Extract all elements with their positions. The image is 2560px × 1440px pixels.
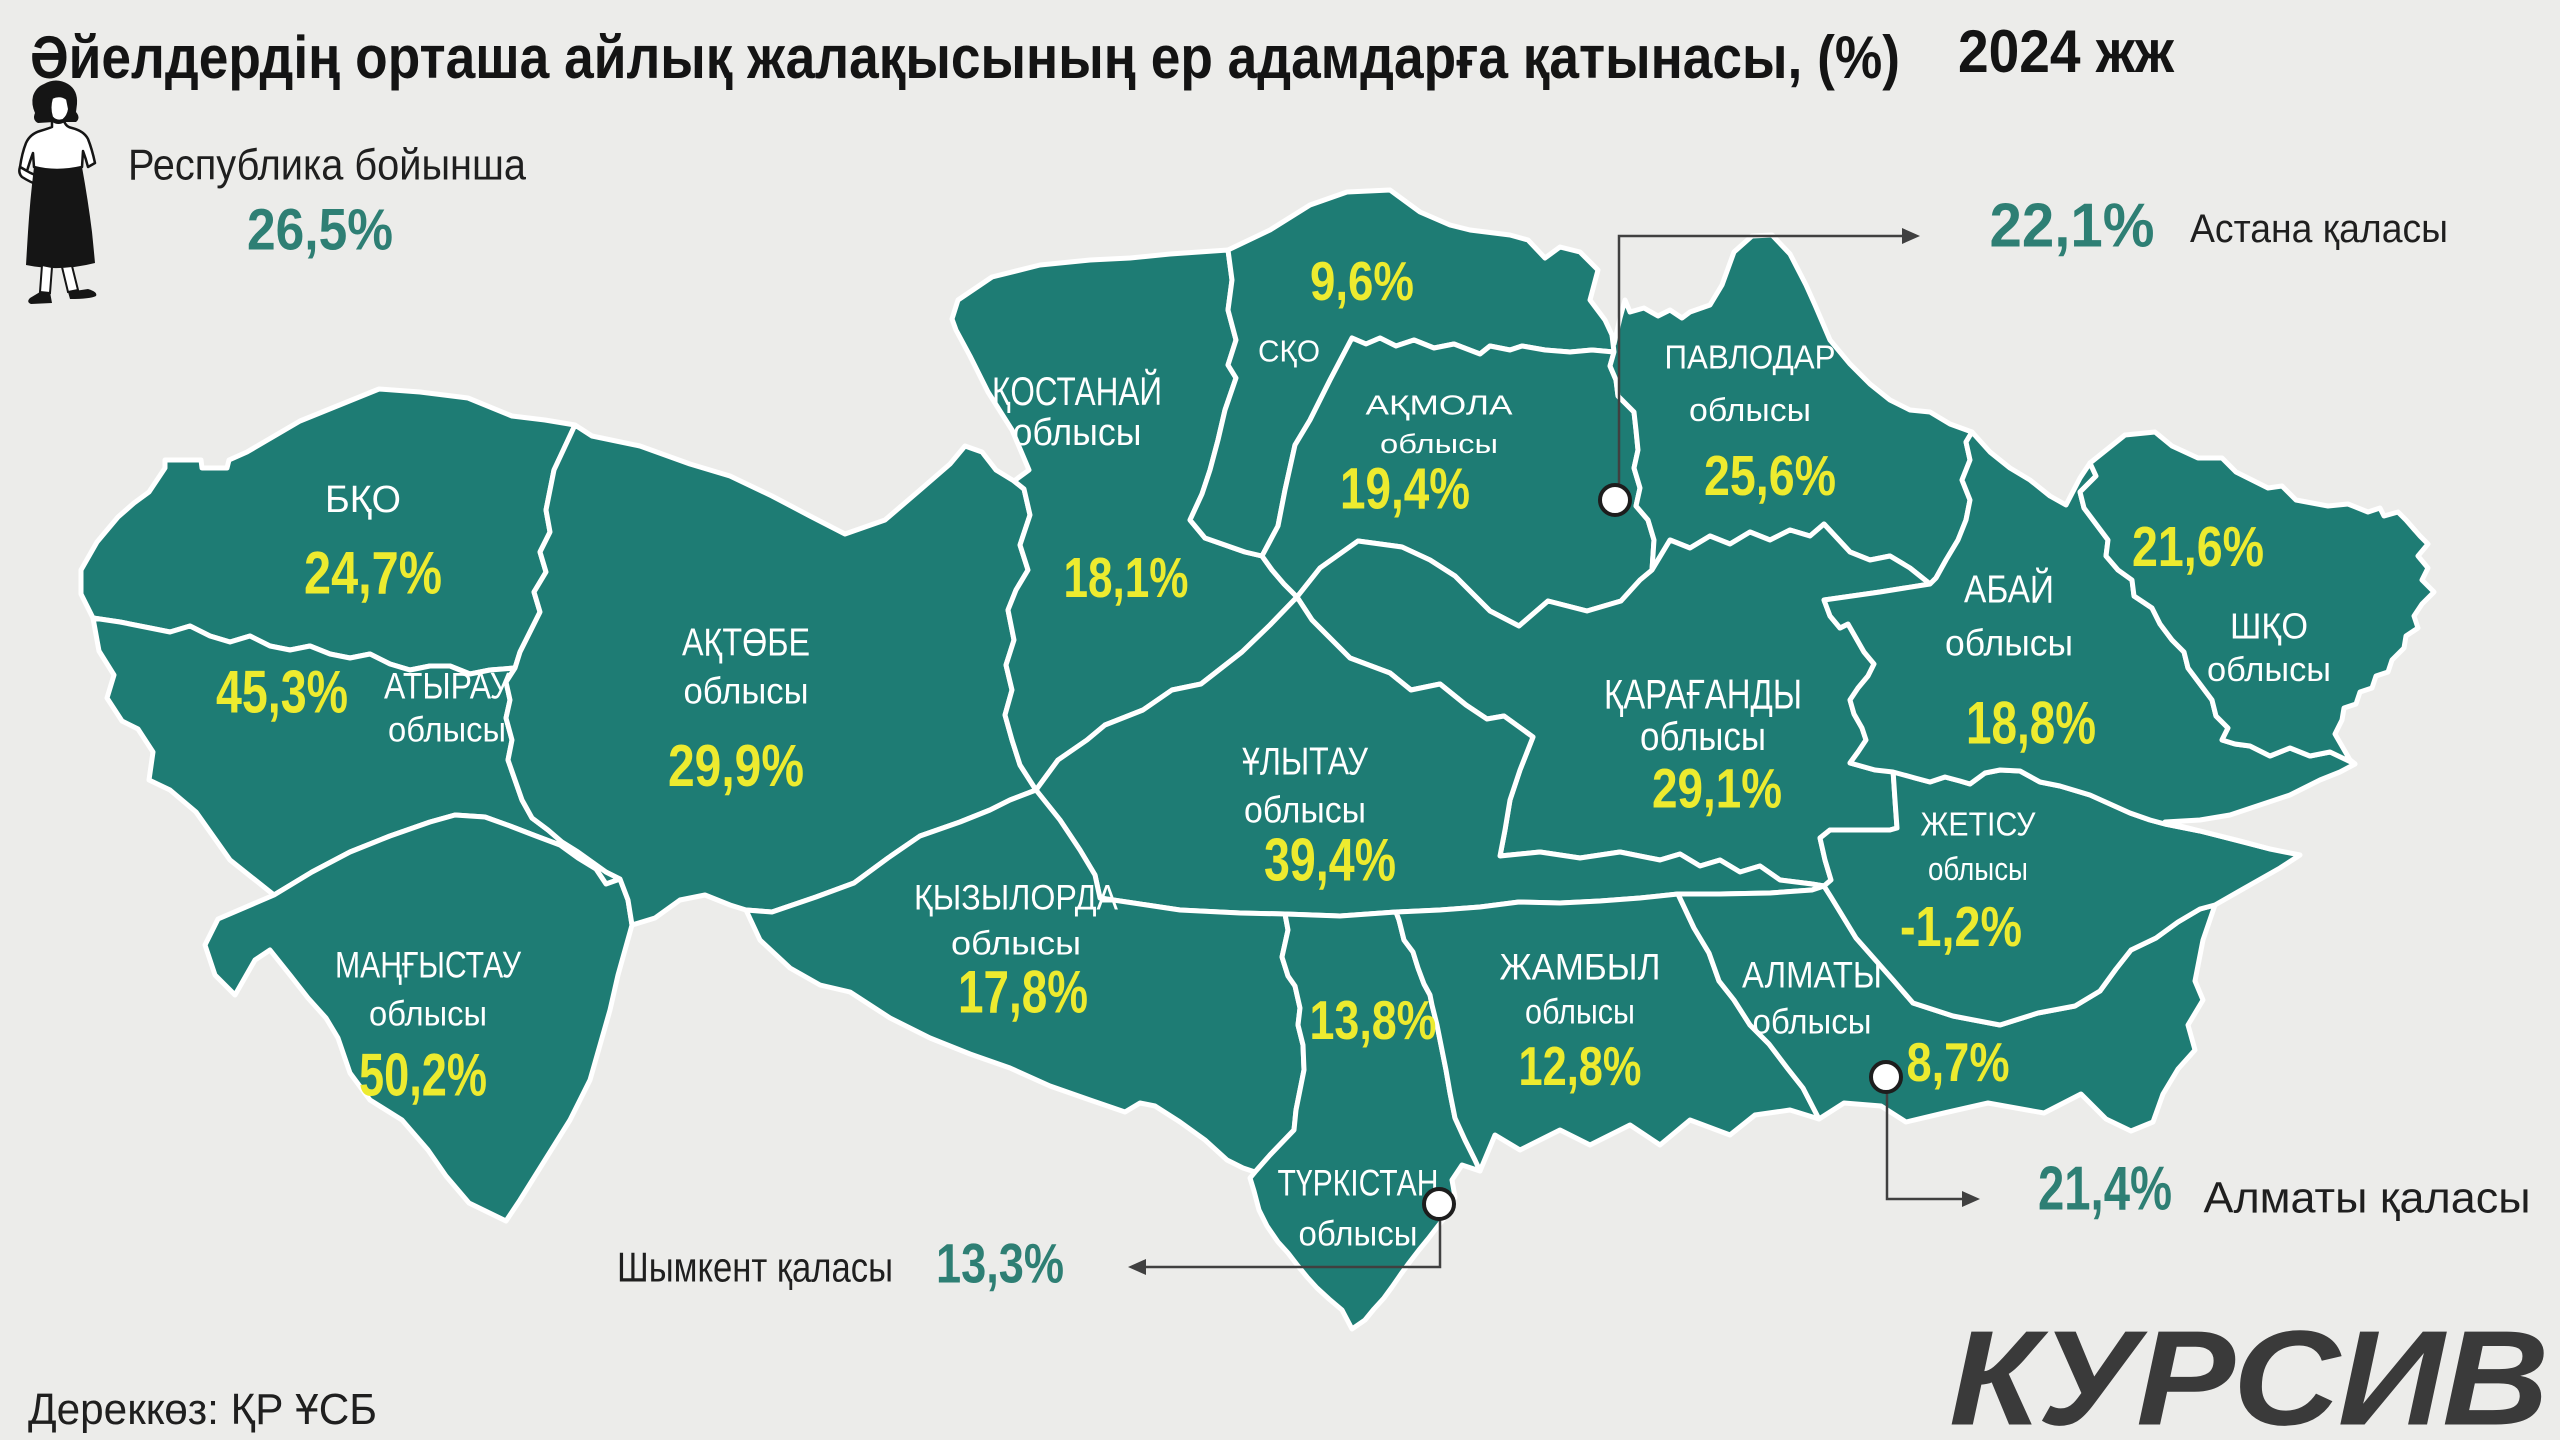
svg-text:ЖАМБЫЛ: ЖАМБЫЛ <box>1500 947 1661 988</box>
svg-text:облысы: облысы <box>1928 851 2028 887</box>
svg-text:КУРСИВ: КУРСИВ <box>1949 1303 2547 1440</box>
svg-text:ШҚО: ШҚО <box>2230 606 2308 647</box>
svg-text:СҚО: СҚО <box>1258 334 1320 369</box>
svg-text:облысы: облысы <box>951 925 1081 962</box>
svg-text:13,3%: 13,3% <box>936 1232 1064 1295</box>
svg-text:облысы: облысы <box>1753 1003 1872 1042</box>
svg-text:ҰЛЫТАУ: ҰЛЫТАУ <box>1242 741 1368 784</box>
svg-text:18,1%: 18,1% <box>1064 546 1189 610</box>
svg-text:-1,2%: -1,2% <box>1900 895 2022 959</box>
svg-text:МАҢҒЫСТАУ: МАҢҒЫСТАУ <box>335 945 521 986</box>
svg-text:29,9%: 29,9% <box>668 733 804 799</box>
svg-text:50,2%: 50,2% <box>359 1042 487 1109</box>
svg-text:АЛМАТЫ: АЛМАТЫ <box>1742 955 1882 996</box>
svg-text:Республика бойынша: Республика бойынша <box>128 141 526 190</box>
svg-text:облысы: облысы <box>1380 429 1498 459</box>
svg-text:ЖЕТІСУ: ЖЕТІСУ <box>1921 806 2037 843</box>
svg-text:ПАВЛОДАР: ПАВЛОДАР <box>1665 339 1836 376</box>
svg-text:17,8%: 17,8% <box>958 959 1088 1026</box>
svg-text:12,8%: 12,8% <box>1519 1035 1642 1097</box>
svg-text:18,8%: 18,8% <box>1966 690 2096 757</box>
svg-text:облысы: облысы <box>2207 651 2331 689</box>
svg-text:облысы: облысы <box>388 711 506 750</box>
svg-text:АҚТӨБЕ: АҚТӨБЕ <box>682 622 810 665</box>
svg-text:22,1%: 22,1% <box>1990 192 2155 261</box>
svg-text:Астана қаласы: Астана қаласы <box>2190 207 2448 251</box>
svg-text:ҚЫЗЫЛОРДА: ҚЫЗЫЛОРДА <box>914 879 1119 918</box>
svg-text:Шымкент қаласы: Шымкент қаласы <box>617 1244 893 1291</box>
svg-text:облысы: облысы <box>1244 790 1366 831</box>
svg-text:АТЫРАУ: АТЫРАУ <box>384 666 510 707</box>
svg-text:Дереккөз: ҚР ҰСБ: Дереккөз: ҚР ҰСБ <box>28 1385 377 1434</box>
svg-text:8,7%: 8,7% <box>1907 1031 2010 1093</box>
svg-text:облысы: облысы <box>1525 993 1635 1032</box>
svg-text:облысы: облысы <box>1640 715 1766 759</box>
svg-text:облысы: облысы <box>369 995 487 1034</box>
svg-text:21,4%: 21,4% <box>2038 1155 2172 1224</box>
svg-text:БҚО: БҚО <box>325 479 401 521</box>
svg-text:29,1%: 29,1% <box>1652 757 1782 820</box>
svg-text:облысы: облысы <box>1299 1215 1418 1254</box>
svg-text:9,6%: 9,6% <box>1310 250 1414 312</box>
svg-text:24,7%: 24,7% <box>304 540 442 607</box>
svg-text:облысы: облысы <box>1945 623 2073 664</box>
svg-text:2024 жж: 2024 жж <box>1958 18 2175 85</box>
svg-text:ҚАРАҒАНДЫ: ҚАРАҒАНДЫ <box>1604 671 1802 718</box>
svg-text:Әйелдердің орташа айлық жалақы: Әйелдердің орташа айлық жалақысының ер а… <box>30 24 1900 91</box>
svg-text:облысы: облысы <box>1013 412 1142 454</box>
svg-text:Алматы қаласы: Алматы қаласы <box>2204 1174 2531 1223</box>
svg-text:45,3%: 45,3% <box>216 659 348 726</box>
svg-text:26,5%: 26,5% <box>247 198 393 263</box>
svg-text:ТҮРКІСТАН: ТҮРКІСТАН <box>1278 1163 1439 1204</box>
svg-text:39,4%: 39,4% <box>1264 827 1396 894</box>
svg-text:ҚОСТАНАЙ: ҚОСТАНАЙ <box>992 368 1162 414</box>
svg-text:АБАЙ: АБАЙ <box>1964 567 2054 612</box>
svg-text:облысы: облысы <box>684 671 809 712</box>
svg-text:21,6%: 21,6% <box>2132 515 2264 579</box>
svg-text:АҚМОЛА: АҚМОЛА <box>1366 390 1513 421</box>
svg-text:19,4%: 19,4% <box>1340 457 1470 522</box>
svg-text:25,6%: 25,6% <box>1704 444 1836 508</box>
svg-text:13,8%: 13,8% <box>1310 989 1437 1051</box>
svg-text:облысы: облысы <box>1689 392 1811 428</box>
